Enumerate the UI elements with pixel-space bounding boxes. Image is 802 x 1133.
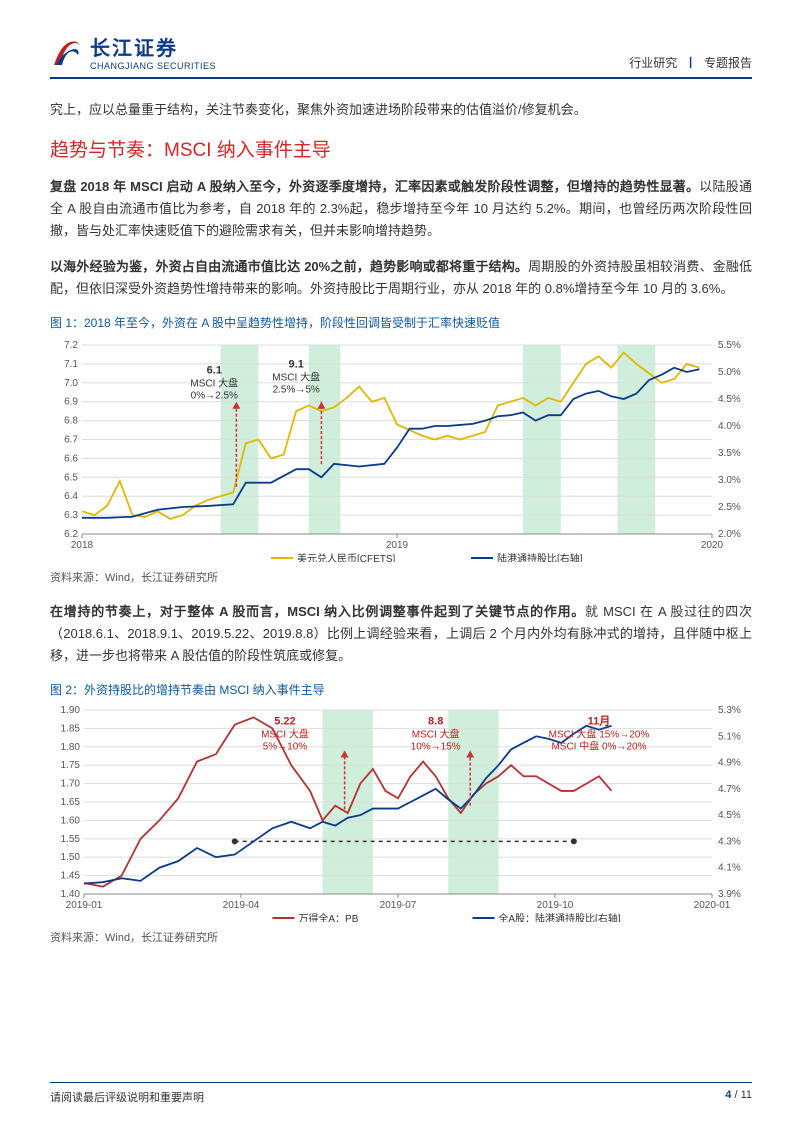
svg-text:MSCI 大盘: MSCI 大盘	[261, 728, 309, 741]
svg-text:5.5%: 5.5%	[718, 340, 741, 351]
logo-dragon-icon	[50, 35, 84, 69]
svg-text:4.7%: 4.7%	[718, 784, 741, 795]
svg-text:2.5%→5%: 2.5%→5%	[273, 385, 320, 396]
svg-text:MSCI 大盘: MSCI 大盘	[412, 728, 460, 741]
svg-text:4.0%: 4.0%	[718, 421, 741, 432]
svg-text:2019: 2019	[386, 540, 409, 551]
svg-text:MSCI 中盘 0%→20%: MSCI 中盘 0%→20%	[551, 740, 646, 753]
svg-text:3.5%: 3.5%	[718, 448, 741, 459]
figure-2-source: 资料来源：Wind，长江证券研究所	[50, 929, 752, 945]
svg-text:MSCI 大盘: MSCI 大盘	[272, 371, 320, 384]
footer-disclaimer: 请阅读最后评级说明和重要声明	[50, 1089, 204, 1105]
svg-text:4.3%: 4.3%	[718, 836, 741, 847]
paragraph-1-bold: 复盘 2018 年 MSCI 启动 A 股纳入至今，外资逐季度增持，汇率因素或触…	[50, 179, 699, 194]
svg-text:1.65: 1.65	[61, 797, 81, 808]
page-footer: 请阅读最后评级说明和重要声明 4 / 11	[50, 1082, 752, 1105]
svg-text:6.7: 6.7	[64, 435, 78, 446]
page-total: 11	[741, 1089, 752, 1101]
svg-text:0%→2.5%: 0%→2.5%	[191, 390, 238, 401]
header-category: 行业研究 丨 专题报告	[629, 54, 752, 71]
svg-text:MSCI 大盘 15%→20%: MSCI 大盘 15%→20%	[549, 728, 650, 741]
svg-text:10%→15%: 10%→15%	[411, 742, 461, 753]
paragraph-2: 以海外经验为鉴，外资占自由流通市值比达 20%之前，趋势影响或都将重于结构。周期…	[50, 256, 752, 300]
category-divider-icon: 丨	[685, 56, 697, 70]
svg-text:7.2: 7.2	[64, 340, 78, 351]
figure-2-chart: 1.40 1.45 1.50 1.55 1.60 1.65 1.70 1.75 1.80 1.85…	[50, 704, 752, 925]
company-name-en: CHANGJIANG SECURITIES	[90, 61, 216, 71]
svg-text:1.80: 1.80	[61, 742, 81, 753]
svg-text:2018: 2018	[71, 540, 94, 551]
svg-text:6.8: 6.8	[64, 416, 78, 427]
figure-1-caption: 图 1：2018 年至今，外资在 A 股中呈趋势性增持，阶段性回调皆受制于汇率快…	[50, 314, 752, 331]
svg-text:5.0%: 5.0%	[718, 367, 741, 378]
svg-text:6.5: 6.5	[64, 472, 78, 483]
svg-text:5%→10%: 5%→10%	[263, 742, 308, 753]
svg-text:2019-04: 2019-04	[223, 900, 260, 911]
svg-text:7.1: 7.1	[64, 359, 78, 370]
svg-text:6.2: 6.2	[64, 529, 78, 540]
svg-text:1.90: 1.90	[61, 705, 81, 716]
intro-tail: 究上，应以总量重于结构，关注节奏变化，聚焦外资加速进场阶段带来的估值溢价/修复机…	[50, 99, 752, 121]
svg-text:5.1%: 5.1%	[718, 731, 741, 742]
svg-text:4.5%: 4.5%	[718, 394, 741, 405]
svg-text:MSCI 大盘: MSCI 大盘	[190, 376, 238, 389]
svg-text:1.50: 1.50	[61, 852, 81, 863]
svg-text:9.1: 9.1	[289, 359, 304, 371]
svg-text:陆港通持股比[右轴]: 陆港通持股比[右轴]	[497, 552, 583, 562]
svg-text:11月: 11月	[588, 715, 611, 728]
category-1: 行业研究	[629, 56, 677, 70]
svg-text:2.0%: 2.0%	[718, 529, 741, 540]
figure-2-caption: 图 2：外资持股比的增持节奏由 MSCI 纳入事件主导	[50, 681, 752, 698]
svg-text:万得全A：PB: 万得全A：PB	[298, 912, 358, 922]
svg-text:8.8: 8.8	[428, 716, 443, 728]
svg-text:1.40: 1.40	[61, 889, 81, 900]
svg-text:1.55: 1.55	[61, 834, 81, 845]
page-current: 4	[725, 1089, 731, 1101]
page-header: 长江证券 CHANGJIANG SECURITIES 行业研究 丨 专题报告	[50, 32, 752, 79]
svg-text:2019-10: 2019-10	[537, 900, 574, 911]
svg-text:2020-01: 2020-01	[694, 900, 731, 911]
category-2: 专题报告	[704, 56, 752, 70]
svg-text:4.1%: 4.1%	[718, 863, 741, 874]
svg-text:1.70: 1.70	[61, 779, 81, 790]
figure-1-chart: 6.2 6.3 6.4 6.5 6.6 6.7 6.8 6.9 7.0 7.1 7.2 2.0% 2.5…	[50, 337, 752, 565]
company-name: 长江证券	[90, 32, 216, 61]
paragraph-3-bold: 在增持的节奏上，对于整体 A 股而言，MSCI 纳入比例调整事件起到了关键节点的…	[50, 604, 585, 619]
svg-text:1.85: 1.85	[61, 723, 81, 734]
section-title: 趋势与节奏：MSCI 纳入事件主导	[50, 135, 752, 162]
svg-text:2020: 2020	[701, 540, 724, 551]
svg-text:1.60: 1.60	[61, 815, 81, 826]
svg-text:6.9: 6.9	[64, 397, 78, 408]
svg-text:6.6: 6.6	[64, 453, 78, 464]
paragraph-1: 复盘 2018 年 MSCI 启动 A 股纳入至今，外资逐季度增持，汇率因素或触…	[50, 176, 752, 242]
svg-text:4.5%: 4.5%	[718, 810, 741, 821]
svg-text:6.3: 6.3	[64, 510, 78, 521]
figure-1-source: 资料来源：Wind，长江证券研究所	[50, 569, 752, 585]
company-logo: 长江证券 CHANGJIANG SECURITIES	[50, 32, 216, 71]
svg-text:2019-07: 2019-07	[380, 900, 417, 911]
svg-text:3.0%: 3.0%	[718, 475, 741, 486]
paragraph-3: 在增持的节奏上，对于整体 A 股而言，MSCI 纳入比例调整事件起到了关键节点的…	[50, 601, 752, 667]
svg-text:1.75: 1.75	[61, 760, 81, 771]
svg-text:2.5%: 2.5%	[718, 502, 741, 513]
svg-text:4.9%: 4.9%	[718, 758, 741, 769]
svg-text:6.1: 6.1	[207, 364, 222, 376]
paragraph-2-bold: 以海外经验为鉴，外资占自由流通市值比达 20%之前，趋势影响或都将重于结构。	[50, 259, 528, 274]
svg-text:7.0: 7.0	[64, 378, 78, 389]
svg-text:全A股：陆港通持股比[右轴]: 全A股：陆港通持股比[右轴]	[498, 912, 620, 922]
svg-text:3.9%: 3.9%	[718, 889, 741, 900]
svg-text:2019-01: 2019-01	[66, 900, 103, 911]
svg-text:5.22: 5.22	[274, 716, 295, 728]
svg-text:美元兑人民币[CFETS]: 美元兑人民币[CFETS]	[297, 552, 396, 562]
svg-text:1.45: 1.45	[61, 871, 81, 882]
svg-text:5.3%: 5.3%	[718, 705, 741, 716]
page-number: 4 / 11	[725, 1089, 752, 1105]
svg-text:6.4: 6.4	[64, 491, 78, 502]
